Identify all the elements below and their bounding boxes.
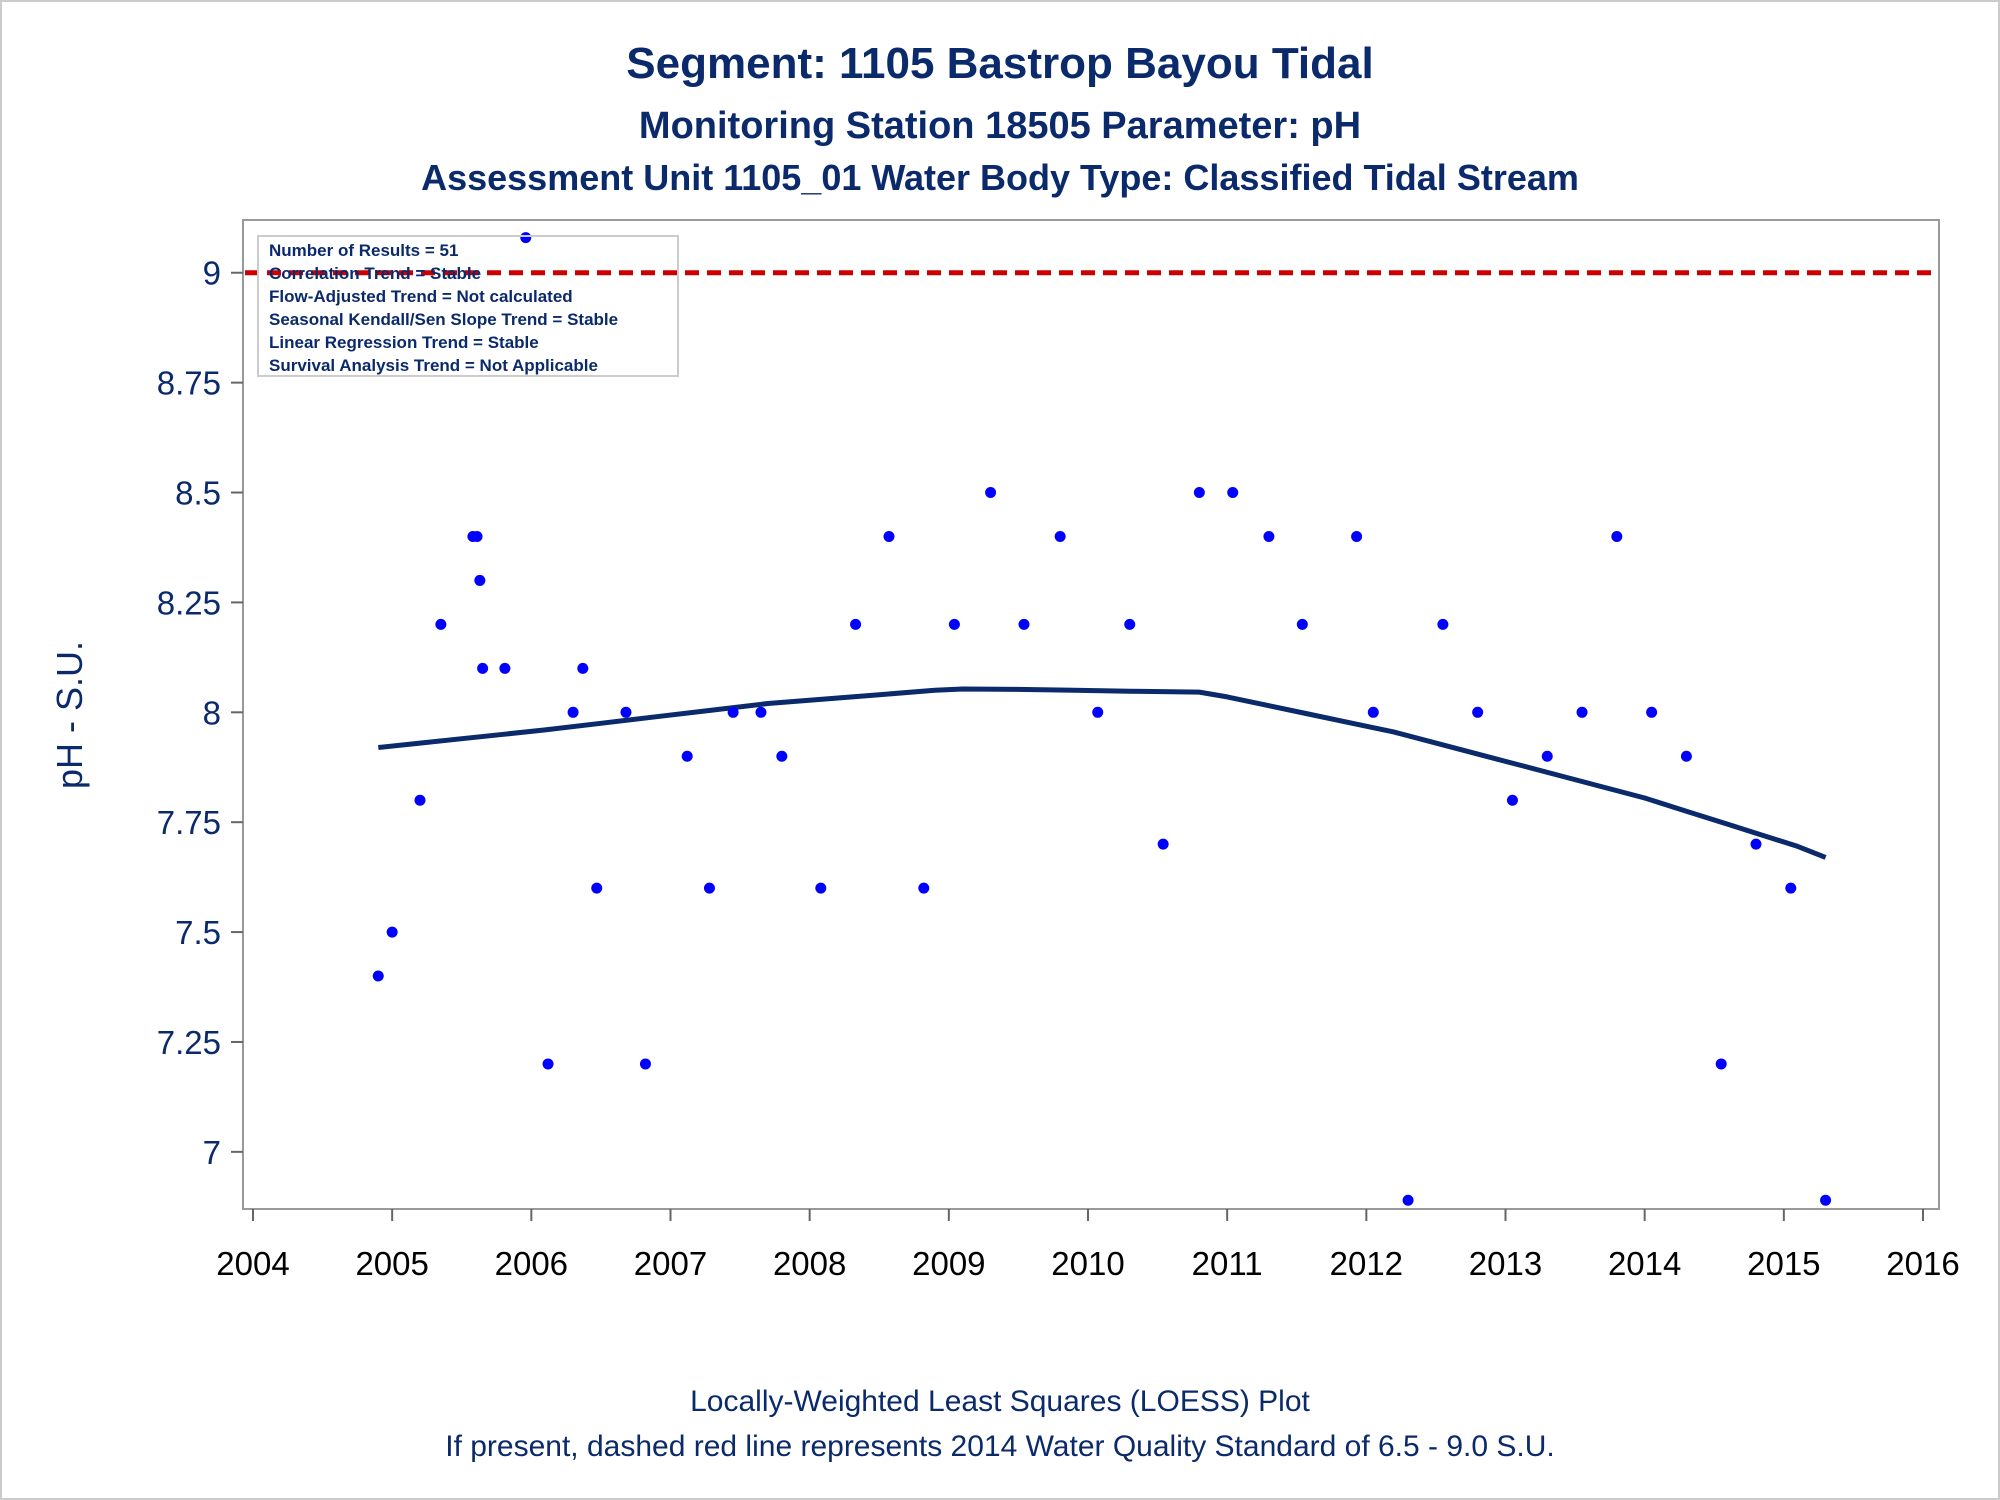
footnote-line-1: Locally-Weighted Least Squares (LOESS) P… [690,1385,1310,1418]
data-point [1227,487,1239,499]
data-point [1092,706,1104,718]
x-tick-label: 2006 [495,1245,568,1282]
y-axis-label: pH - S.U. [49,641,90,789]
data-point [850,618,862,630]
legend-line-seasonal-kendall: Seasonal Kendall/Sen Slope Trend = Stabl… [269,310,618,329]
data-point [1646,706,1658,718]
data-point [815,882,827,894]
data-point [639,1058,651,1070]
data-point [985,487,997,499]
data-point [1351,530,1363,542]
data-point [1611,530,1623,542]
title-line-1: Segment: 1105 Bastrop Bayou Tidal [626,39,1373,88]
data-point [471,530,483,542]
x-tick-label: 2005 [355,1245,428,1282]
data-point [1296,618,1308,630]
x-tick-label: 2016 [1886,1245,1959,1282]
x-tick-label: 2009 [912,1245,985,1282]
data-point [1263,530,1275,542]
legend-line-correlation: Correlation Trend = Stable [269,264,481,283]
data-point [386,926,398,938]
data-point [1785,882,1797,894]
legend-box [257,235,679,377]
data-point [703,882,715,894]
y-tick-label: 8.75 [157,365,221,402]
data-point [1402,1194,1414,1206]
data-point [776,750,788,762]
data-point [474,574,486,586]
data-point [1715,1058,1727,1070]
x-tick-label: 2008 [773,1245,846,1282]
data-point [1437,618,1449,630]
data-point [883,530,895,542]
y-tick-label: 7.5 [175,914,221,951]
data-point [1541,750,1553,762]
data-point [591,882,603,894]
data-point [620,706,632,718]
legend-line-results: Number of Results = 51 [269,241,458,260]
x-tick-label: 2011 [1192,1245,1263,1282]
data-point [1193,487,1205,499]
data-point [1680,750,1692,762]
title-line-2: Monitoring Station 18505 Parameter: pH [639,105,1361,147]
x-tick-label: 2013 [1469,1245,1542,1282]
data-point [499,662,511,674]
y-axis: 7 7.25 7.5 7.75 8 8.25 8.5 8.75 9 [157,255,243,1171]
data-point [1750,838,1762,850]
x-tick-label: 2007 [634,1245,707,1282]
data-point [1820,1194,1832,1206]
data-point [577,662,589,674]
data-point [1018,618,1030,630]
y-tick-label: 9 [203,255,221,292]
data-point [681,750,693,762]
x-tick-label: 2004 [216,1245,289,1282]
data-point [755,706,767,718]
data-point [520,232,532,244]
x-tick-label: 2015 [1747,1245,1820,1282]
data-point [372,970,384,982]
loess-curve [378,686,1827,860]
data-point [1124,618,1136,630]
x-axis: 2004 2005 2006 2007 2008 2009 2010 2011 2012 2013… [216,1209,1960,1282]
plot-frame [242,219,1940,1210]
footnote-line-2: If present, dashed red line represents 2… [445,1430,1555,1463]
data-point [477,662,489,674]
legend-line-linear-regression: Linear Regression Trend = Stable [269,333,539,352]
data-point [918,882,930,894]
y-tick-label: 8.25 [157,584,221,621]
y-tick-label: 7 [203,1134,221,1171]
data-point [1157,838,1169,850]
data-point [542,1058,554,1070]
data-point [1054,530,1066,542]
data-point [414,794,426,806]
data-point [727,706,739,718]
data-point [1576,706,1588,718]
x-tick-label: 2010 [1051,1245,1124,1282]
data-point [567,706,579,718]
points-layer [372,232,1832,1206]
x-tick-label: 2014 [1608,1245,1681,1282]
title-line-3: Assessment Unit 1105_01 Water Body Type:… [421,157,1579,198]
legend-line-flow-adjusted: Flow-Adjusted Trend = Not calculated [269,287,573,306]
y-tick-label: 7.25 [157,1024,221,1061]
loess-layer [378,686,1827,860]
data-point [1506,794,1518,806]
x-tick-label: 2012 [1330,1245,1403,1282]
y-tick-label: 7.75 [157,804,221,841]
y-tick-label: 8 [203,694,221,731]
legend-line-survival: Survival Analysis Trend = Not Applicable [269,356,598,375]
legend: Number of Results = 51 Correlation Trend… [257,235,679,377]
y-tick-label: 8.5 [175,475,221,512]
data-point [1472,706,1484,718]
data-point [1367,706,1379,718]
data-point [435,618,447,630]
data-point [948,618,960,630]
